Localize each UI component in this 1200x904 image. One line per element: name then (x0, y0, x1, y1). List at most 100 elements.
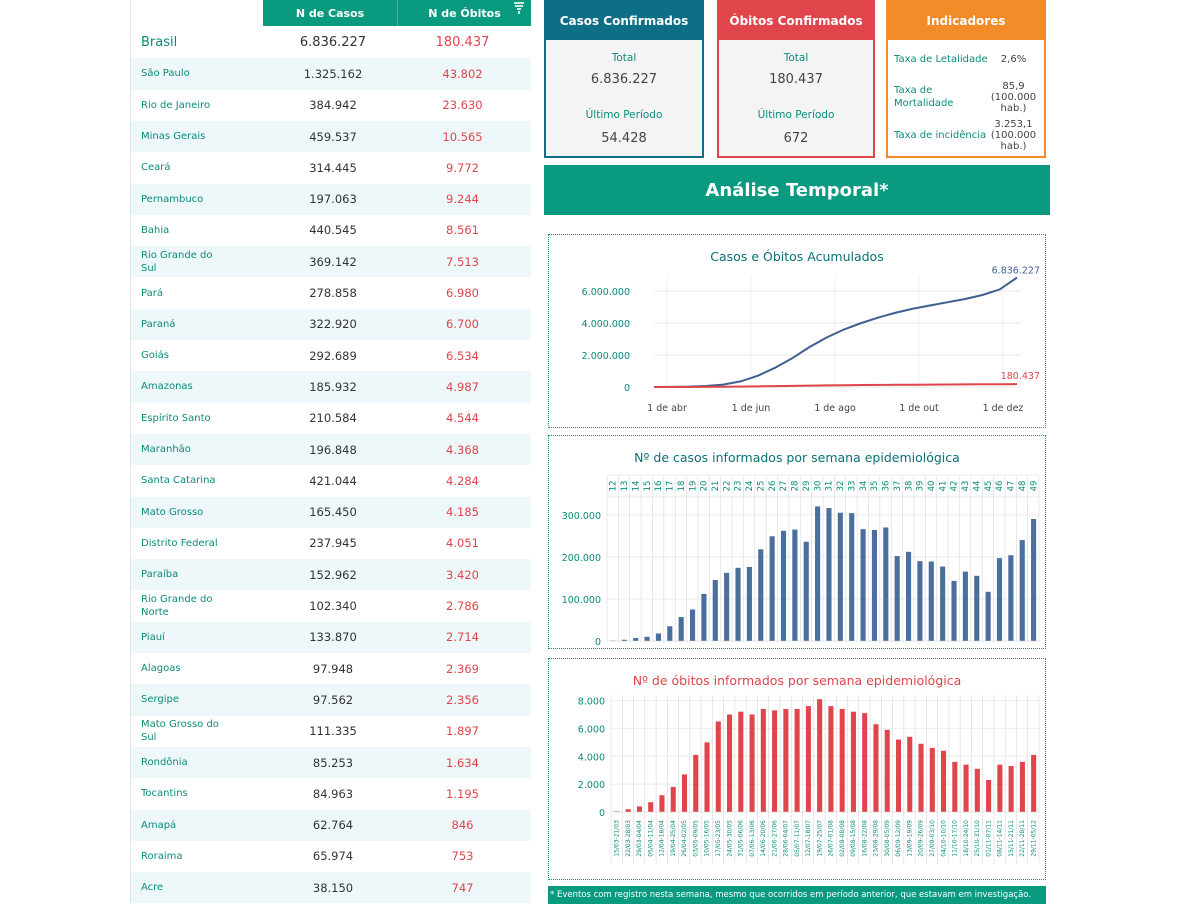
bar (941, 750, 947, 812)
table-row[interactable]: Piauí 133.870 2.714 (131, 621, 531, 653)
indicators-card-title: Indicadores (888, 2, 1044, 40)
state-deaths: 2.356 (446, 692, 479, 707)
table-row[interactable]: Roraima 65.974 753 (131, 841, 531, 872)
state-deaths: 4.284 (446, 473, 479, 488)
category-label: 22 (722, 481, 732, 492)
bar (760, 708, 766, 812)
category-label: 49 (1029, 481, 1039, 492)
weekly-deaths-panel: Nº de óbitos informados por semana epide… (548, 658, 1046, 880)
bar (962, 571, 968, 641)
state-deaths: 6.534 (446, 348, 479, 363)
header-cases[interactable]: N de Casos (263, 0, 398, 26)
bar (704, 742, 710, 812)
table-row[interactable]: Pernambuco 197.063 9.244 (131, 183, 531, 215)
bar (769, 536, 775, 641)
y-tick-label: 0 (599, 808, 605, 819)
state-name: Bahia (141, 224, 170, 236)
weekly-cases-chart[interactable]: 0 100.000 200.000 300.000 12 13 14 15 16 17 18 19 20… (549, 436, 1045, 648)
bar (883, 527, 889, 641)
category-label: 15/03-21/03 (614, 820, 621, 857)
bar (1019, 761, 1025, 812)
table-row[interactable]: Mato Grosso do Sul 111.335 1.897 (131, 716, 531, 747)
category-label: 24/05-30/05 (726, 820, 733, 857)
category-label: 34 (859, 481, 869, 492)
deaths-period-value: 672 (783, 131, 809, 146)
table-row[interactable]: Paraíba 152.962 3.420 (131, 559, 531, 591)
table-row[interactable]: Goiás 292.689 6.534 (131, 340, 531, 371)
category-label: 48 (1018, 481, 1028, 492)
table-row[interactable]: Sergipe 97.562 2.356 (131, 684, 531, 716)
state-deaths: 4.987 (446, 379, 479, 394)
state-name: Paraná (141, 318, 176, 330)
bar (862, 713, 868, 812)
deaths-card: Óbitos Confirmados Total 180.437 Último … (717, 0, 875, 158)
table-row[interactable]: Espírito Santo 210.584 4.544 (131, 403, 531, 434)
cumulative-chart-panel: Casos e Óbitos Acumulados 0 2.000.000 4.00… (548, 234, 1046, 428)
filter-icon[interactable] (514, 2, 525, 14)
bar (850, 711, 856, 812)
header-deaths[interactable]: N de Óbitos (428, 6, 501, 20)
category-label: 07/06-13/06 (749, 820, 756, 857)
table-row[interactable]: Minas Gerais 459.537 10.565 (131, 120, 531, 153)
bar (667, 626, 673, 641)
weekly-deaths-title: Nº de óbitos informados por semana epide… (632, 673, 962, 688)
bar (727, 714, 733, 812)
state-deaths: 2.369 (446, 661, 479, 676)
left-margin (0, 0, 130, 904)
table-row[interactable]: Rio de Janeiro 384.942 23.630 (131, 90, 531, 121)
state-deaths: 9.244 (446, 192, 479, 207)
table-row[interactable]: Bahia 440.545 8.561 (131, 215, 531, 246)
category-label: 12 (609, 481, 619, 492)
state-deaths: 9.772 (446, 160, 479, 175)
table-row[interactable]: Amapá 62.764 846 (131, 809, 531, 841)
state-name: Brasil (141, 35, 178, 51)
state-name: Piauí (141, 631, 165, 643)
bar (738, 711, 744, 812)
weekly-cases-panel: Nº de casos informados por semana epidem… (548, 435, 1046, 649)
category-label: 18/10-24/10 (963, 820, 970, 857)
category-label: 46 (995, 481, 1005, 492)
table-row[interactable]: Ceará 314.445 9.772 (131, 152, 531, 183)
table-row[interactable]: Paraná 322.920 6.700 (131, 308, 531, 340)
table-row[interactable]: Acre 38.150 747 (131, 872, 531, 904)
table-row[interactable]: Amazonas 185.932 4.987 (131, 371, 531, 403)
bar (1019, 540, 1025, 641)
table-row[interactable]: Alagoas 97.948 2.369 (131, 653, 531, 684)
table-row[interactable]: Maranhão 196.848 4.368 (131, 433, 531, 466)
table-row[interactable]: Santa Catarina 421.044 4.284 (131, 465, 531, 496)
bar (772, 710, 778, 812)
category-label: 05/07-11/07 (794, 820, 801, 857)
state-cases: 133.870 (309, 630, 357, 645)
state-name: Pernambuco (141, 193, 204, 205)
state-cases: 1.325.162 (303, 66, 363, 81)
category-label: 16 (654, 481, 664, 492)
table-row[interactable]: Mato Grosso 165.450 4.185 (131, 496, 531, 528)
table-row[interactable]: Distrito Federal 237.945 4.051 (131, 528, 531, 559)
table-row[interactable]: Rio Grande do Sul 369.142 7.513 (131, 246, 531, 278)
x-tick-label: 1 de dez (983, 403, 1024, 414)
x-tick-label: 1 de out (899, 403, 939, 414)
table-row[interactable]: Tocantins 84.963 1.195 (131, 778, 531, 809)
state-cases: 62.764 (312, 818, 354, 833)
indicator-row: Taxa de incidência 3.253,1 (100.000 hab.… (888, 116, 1044, 154)
cumulative-chart[interactable]: 0 2.000.000 4.000.000 6.000.000 1 de abr 1 de… (549, 235, 1045, 427)
table-row[interactable]: Rondônia 85.253 1.634 (131, 746, 531, 779)
table-row-brasil[interactable]: Brasil 6.836.227 180.437 (131, 27, 531, 58)
bar (997, 764, 1003, 812)
deaths-card-title: Óbitos Confirmados (719, 2, 873, 40)
indicator-row: Taxa de Mortalidade 85,9 (100.000 hab.) (888, 78, 1044, 116)
category-label: 22/03-28/03 (625, 820, 632, 857)
weekly-deaths-chart[interactable]: 0 2.000 4.000 6.000 8.000 15/03-21/03 22/03-28… (549, 659, 1045, 879)
category-label: 35 (870, 481, 880, 492)
table-row[interactable]: São Paulo 1.325.162 43.802 (131, 58, 531, 90)
state-cases: 314.445 (309, 160, 357, 175)
table-row[interactable]: Rio Grande do Norte 102.340 2.786 (131, 590, 531, 621)
category-label: 31 (825, 481, 835, 492)
table-row[interactable]: Pará 278.858 6.980 (131, 277, 531, 308)
bar (805, 706, 811, 812)
state-cases: 197.063 (309, 192, 357, 207)
bar (712, 580, 718, 641)
category-label: 25/10-31/10 (974, 820, 981, 857)
deaths-total-label: Total (783, 52, 809, 64)
x-tick-label: 1 de jun (732, 403, 771, 414)
